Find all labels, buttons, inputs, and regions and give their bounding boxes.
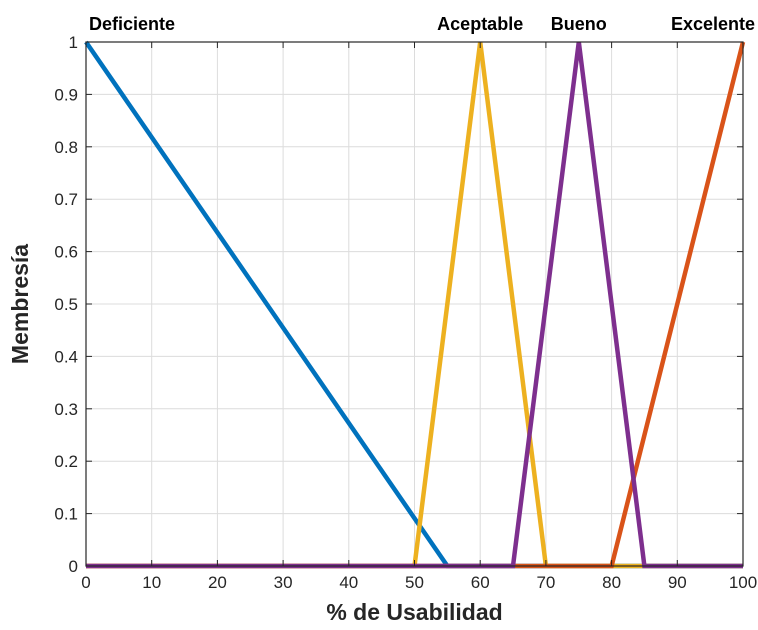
grid [85, 41, 744, 567]
x-tick-label: 60 [471, 573, 490, 592]
y-tick-label: 0.6 [54, 243, 78, 262]
axes: 0 10 20 30 40 50 60 70 80 90 100 0 0.1 0.2 0.3 0.4 0.5 0.… [54, 33, 757, 592]
x-tick-label: 20 [208, 573, 227, 592]
membership-labels: Deficiente Aceptable Bueno Excelente [89, 14, 755, 34]
y-tick-label: 0.9 [54, 85, 78, 104]
label-aceptable: Aceptable [437, 14, 523, 34]
x-tick-label: 10 [142, 573, 161, 592]
x-tick-label: 30 [274, 573, 293, 592]
y-tick-label: 0.2 [54, 452, 78, 471]
y-tick-label: 0.3 [54, 400, 78, 419]
label-deficiente: Deficiente [89, 14, 175, 34]
y-tick-label: 0.4 [54, 347, 78, 366]
y-tick-label: 0.1 [54, 505, 78, 524]
x-tick-label: 50 [405, 573, 424, 592]
y-axis-label: Membresía [7, 244, 33, 364]
y-tick-label: 0.8 [54, 138, 78, 157]
x-tick-label: 40 [339, 573, 358, 592]
x-axis-label: % de Usabilidad [326, 599, 502, 625]
x-tick-label: 80 [602, 573, 621, 592]
x-tick-label: 100 [729, 573, 757, 592]
label-bueno: Bueno [551, 14, 607, 34]
y-tick-label: 0 [69, 557, 78, 576]
x-tick-label: 0 [81, 573, 90, 592]
x-tick-label: 90 [668, 573, 687, 592]
y-tick-label: 0.7 [54, 190, 78, 209]
y-tick-label: 0.5 [54, 295, 78, 314]
y-tick-label: 1 [69, 33, 78, 52]
label-excelente: Excelente [671, 14, 755, 34]
x-tick-label: 70 [536, 573, 555, 592]
